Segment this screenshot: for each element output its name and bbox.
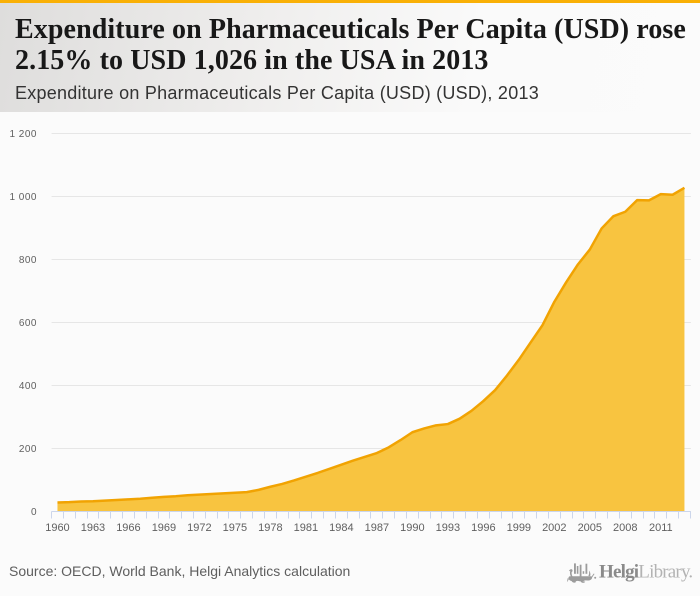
svg-text:1963: 1963 <box>81 522 105 534</box>
svg-text:1975: 1975 <box>223 522 247 534</box>
svg-text:1981: 1981 <box>294 522 318 534</box>
svg-text:1972: 1972 <box>187 522 211 534</box>
svg-text:1 000: 1 000 <box>9 192 37 203</box>
svg-text:1966: 1966 <box>116 522 140 534</box>
svg-text:1999: 1999 <box>507 522 531 534</box>
svg-text:HelgiLibrary.: HelgiLibrary. <box>599 562 692 583</box>
svg-text:2008: 2008 <box>613 522 637 534</box>
svg-text:2002: 2002 <box>542 522 566 534</box>
svg-text:600: 600 <box>19 318 37 329</box>
svg-text:1990: 1990 <box>400 522 424 534</box>
svg-text:1978: 1978 <box>258 522 282 534</box>
svg-text:1993: 1993 <box>436 522 460 534</box>
svg-text:2011: 2011 <box>649 522 673 534</box>
svg-text:1969: 1969 <box>152 522 176 534</box>
svg-text:1987: 1987 <box>365 522 389 534</box>
svg-text:0: 0 <box>31 507 37 518</box>
svg-text:1996: 1996 <box>471 522 495 534</box>
svg-text:800: 800 <box>19 255 37 266</box>
svg-text:1 200: 1 200 <box>9 129 37 140</box>
svg-text:400: 400 <box>19 381 37 392</box>
svg-text:1960: 1960 <box>45 522 69 534</box>
svg-text:200: 200 <box>19 444 37 455</box>
svg-text:2005: 2005 <box>578 522 602 534</box>
svg-text:1984: 1984 <box>329 522 353 534</box>
